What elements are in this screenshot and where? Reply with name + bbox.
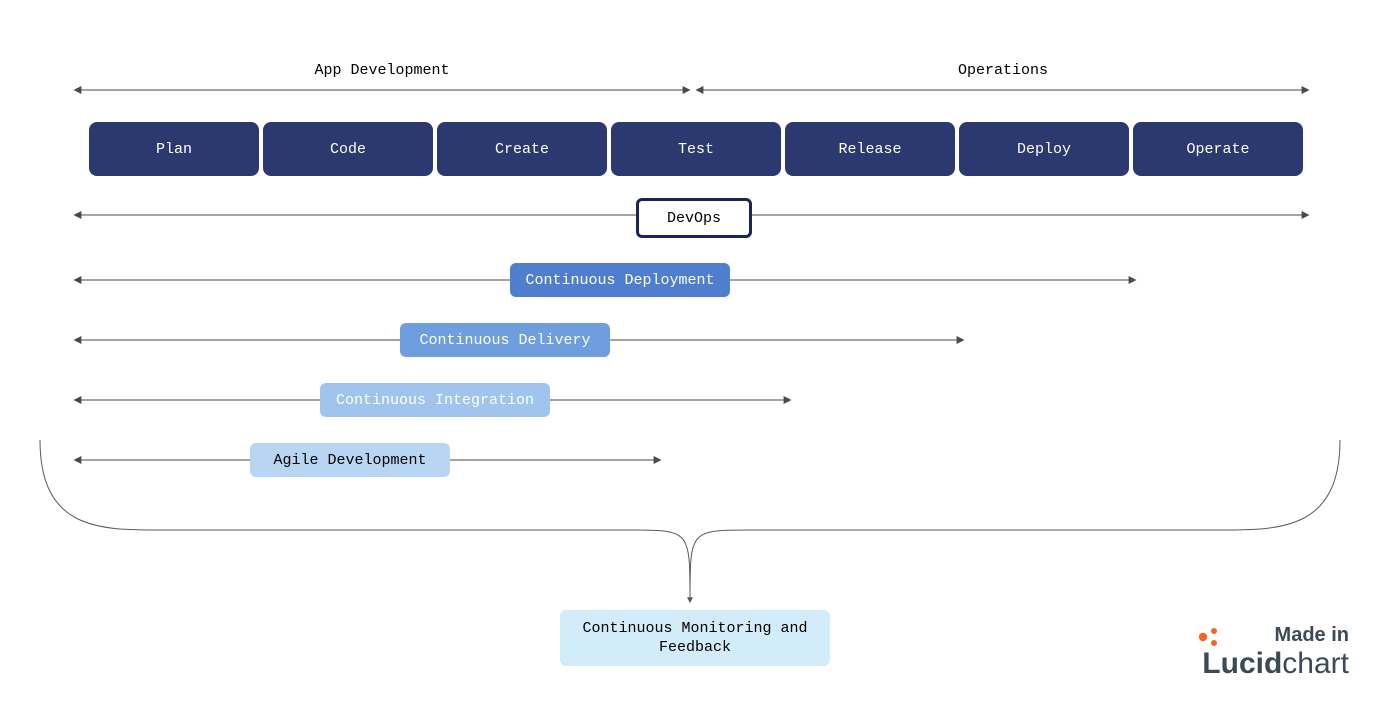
lucidchart-watermark: Made in Lucidchart [1196,624,1349,681]
phase-operate: Operate [1133,122,1303,176]
span-continuous-deployment: Continuous Deployment [510,263,730,297]
header-app-dev: App Development [282,62,482,79]
span-continuous-integration: Continuous Integration [320,383,550,417]
phase-test: Test [611,122,781,176]
header-operations: Operations [903,62,1103,79]
watermark-brand-rest: chart [1282,647,1349,680]
span-devops: DevOps [636,198,752,238]
phase-release: Release [785,122,955,176]
feedback-box: Continuous Monitoring and Feedback [560,610,830,666]
phase-deploy: Deploy [959,122,1129,176]
phase-plan: Plan [89,122,259,176]
watermark-brand-bold: Lucid [1202,647,1282,680]
phase-code: Code [263,122,433,176]
feedback-line1: Continuous Monitoring and [582,620,807,637]
span-agile-development: Agile Development [250,443,450,477]
span-continuous-delivery: Continuous Delivery [400,323,610,357]
feedback-line2: Feedback [659,639,731,656]
phase-create: Create [437,122,607,176]
